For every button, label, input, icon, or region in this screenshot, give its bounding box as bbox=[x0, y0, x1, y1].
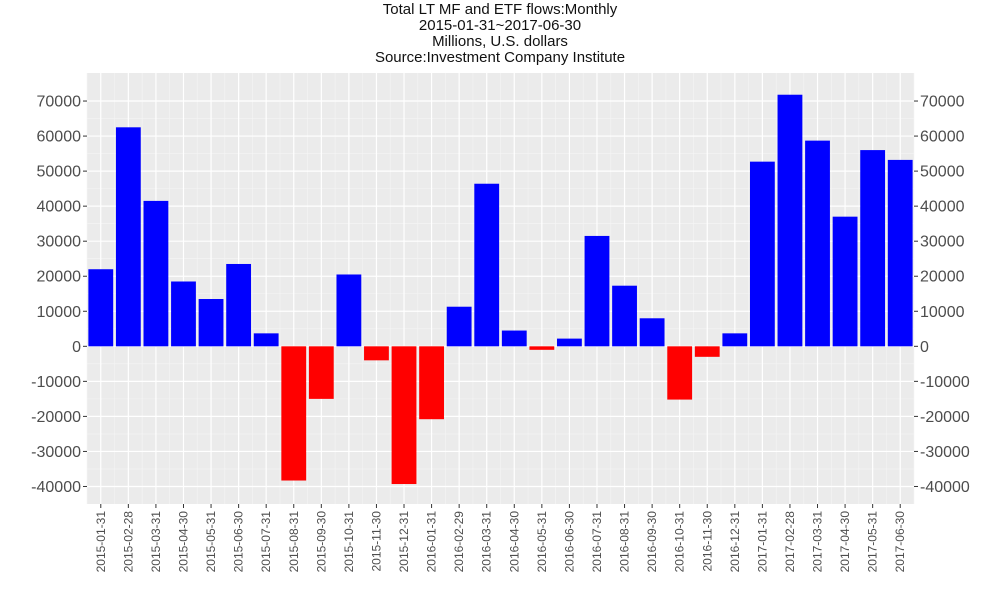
y-tick-label-right: 40000 bbox=[920, 199, 965, 216]
bar bbox=[308, 346, 334, 399]
y-tick-label-right: -30000 bbox=[920, 444, 970, 461]
y-tick-label-left: 0 bbox=[72, 339, 81, 356]
x-tick-label: 2016-03-31 bbox=[480, 511, 494, 573]
x-tick-label: 2017-04-30 bbox=[838, 511, 852, 573]
x-tick-label: 2016-09-30 bbox=[645, 511, 659, 573]
y-tick-label-left: 60000 bbox=[37, 129, 82, 146]
y-tick-label-left: 10000 bbox=[37, 304, 82, 321]
bar bbox=[253, 333, 279, 347]
bar bbox=[115, 127, 141, 347]
y-tick-label-right: -40000 bbox=[920, 479, 970, 496]
x-tick-label: 2015-11-30 bbox=[369, 511, 383, 572]
bar bbox=[226, 263, 252, 347]
x-tick-label: 2016-10-31 bbox=[673, 511, 687, 573]
x-tick-label: 2016-04-30 bbox=[507, 511, 521, 573]
bar bbox=[171, 281, 196, 347]
x-tick-label: 2015-04-30 bbox=[176, 511, 190, 573]
chart-title-block: Total LT MF and ETF flows:Monthly 2015-0… bbox=[0, 2, 1000, 66]
x-tick-label: 2015-01-31 bbox=[94, 511, 108, 573]
x-tick-label: 2016-01-31 bbox=[425, 511, 439, 573]
y-tick-label-left: -10000 bbox=[31, 374, 81, 391]
bar bbox=[474, 183, 500, 347]
y-tick-label-left: 40000 bbox=[37, 199, 82, 216]
y-tick-label-right: -10000 bbox=[920, 374, 970, 391]
bar bbox=[887, 159, 913, 347]
y-tick-label-left: 70000 bbox=[37, 94, 82, 111]
x-tick-label: 2017-06-30 bbox=[893, 511, 907, 573]
chart-subtitle-date-range: 2015-01-31~2017-06-30 bbox=[418, 17, 582, 34]
bar bbox=[419, 346, 444, 420]
y-tick-label-left: -40000 bbox=[31, 479, 81, 496]
bar bbox=[860, 150, 886, 347]
y-tick-label-left: -20000 bbox=[31, 409, 81, 426]
x-tick-label: 2015-02-28 bbox=[121, 511, 135, 573]
bar bbox=[557, 338, 582, 347]
x-tick-label: 2017-03-31 bbox=[811, 511, 825, 573]
x-tick-label: 2015-12-31 bbox=[397, 511, 411, 573]
bar bbox=[391, 346, 417, 485]
x-tick-label: 2015-08-31 bbox=[287, 511, 301, 573]
y-tick-label-right: 30000 bbox=[920, 234, 965, 251]
x-tick-label: 2015-03-31 bbox=[149, 511, 163, 573]
bar bbox=[584, 235, 610, 347]
x-tick-label: 2015-09-30 bbox=[314, 511, 328, 573]
bar bbox=[694, 346, 720, 357]
x-tick-label: 2015-06-30 bbox=[232, 511, 246, 573]
bar bbox=[88, 269, 114, 347]
bar bbox=[364, 346, 389, 361]
y-tick-label-right: 60000 bbox=[920, 129, 965, 146]
x-tick-label: 2016-07-31 bbox=[590, 511, 604, 573]
bar bbox=[667, 346, 693, 400]
bar bbox=[805, 140, 830, 347]
y-tick-label-left: -30000 bbox=[31, 444, 81, 461]
bar bbox=[639, 318, 665, 347]
bar bbox=[777, 94, 803, 347]
y-tick-label-right: 0 bbox=[920, 339, 929, 356]
x-tick-label: 2017-01-31 bbox=[755, 511, 769, 573]
bar bbox=[722, 333, 748, 347]
bar bbox=[749, 161, 775, 347]
x-tick-label: 2016-05-31 bbox=[535, 511, 549, 573]
x-tick-label: 2015-07-31 bbox=[259, 511, 273, 573]
y-tick-label-left: 20000 bbox=[37, 269, 82, 286]
x-tick-label: 2016-11-30 bbox=[700, 511, 714, 572]
bar bbox=[529, 346, 555, 350]
bar bbox=[336, 274, 362, 347]
y-tick-label-right: 20000 bbox=[920, 269, 965, 286]
y-tick-label-right: -20000 bbox=[920, 409, 970, 426]
bar bbox=[501, 330, 527, 347]
y-tick-label-right: 50000 bbox=[920, 164, 965, 181]
x-tick-label: 2015-10-31 bbox=[342, 511, 356, 573]
bar bbox=[198, 299, 224, 347]
bar bbox=[832, 216, 858, 347]
x-tick-label: 2017-05-31 bbox=[866, 511, 880, 573]
y-tick-label-right: 70000 bbox=[920, 94, 965, 111]
bar bbox=[446, 306, 472, 347]
bar bbox=[612, 285, 637, 347]
chart-subtitle-source: Source:Investment Company Institute bbox=[374, 49, 626, 66]
y-tick-label-left: 30000 bbox=[37, 234, 82, 251]
y-tick-label-right: 10000 bbox=[920, 304, 965, 321]
x-tick-label: 2016-12-31 bbox=[728, 511, 742, 573]
x-tick-label: 2017-02-28 bbox=[783, 511, 797, 573]
x-tick-label: 2016-08-31 bbox=[618, 511, 632, 573]
x-tick-label: 2015-05-31 bbox=[204, 511, 218, 573]
bar bbox=[143, 200, 169, 347]
chart-title: Total LT MF and ETF flows:Monthly bbox=[382, 1, 618, 18]
x-tick-label: 2016-02-29 bbox=[452, 511, 466, 573]
chart-subtitle-units: Millions, U.S. dollars bbox=[432, 33, 568, 50]
x-tick-label: 2016-06-30 bbox=[562, 511, 576, 573]
bar bbox=[281, 346, 307, 481]
y-tick-label-left: 50000 bbox=[37, 164, 82, 181]
